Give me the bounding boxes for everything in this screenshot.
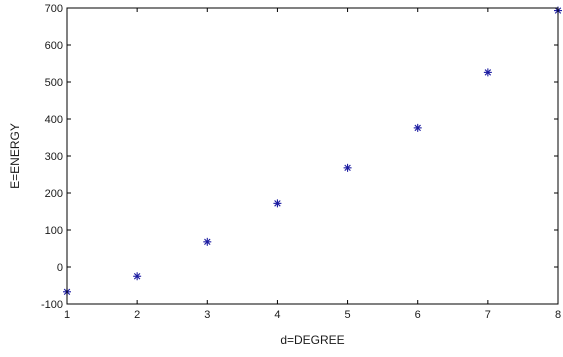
marker-stroke	[344, 164, 351, 172]
y-tick-label: 100	[45, 225, 63, 237]
y-tick-label: 500	[45, 77, 63, 89]
y-tick-label: 600	[45, 40, 63, 52]
x-tick-label: 5	[345, 309, 351, 321]
x-tick-label: 8	[555, 309, 561, 321]
marker-stroke	[133, 273, 141, 280]
marker-stroke	[414, 124, 421, 132]
tick-labels: 1 2 3 4 5 6 7 8 -100 0 100 200 300 400 500 600 700	[41, 3, 561, 321]
x-axis-label: d=DEGREE	[280, 333, 344, 347]
marker-stroke	[274, 200, 281, 207]
y-tick-label: 400	[45, 114, 63, 126]
x-tick-label: 6	[415, 309, 421, 321]
y-tick-label: 700	[45, 3, 63, 15]
data-point	[483, 68, 492, 77]
data-point	[343, 163, 352, 172]
data-points	[63, 6, 562, 296]
data-point	[273, 199, 282, 208]
data-point	[203, 237, 212, 246]
x-tick-label: 4	[274, 309, 280, 321]
y-tick-label: 300	[45, 151, 63, 163]
x-tick-label: 2	[134, 309, 140, 321]
y-axis-label: E=ENERGY	[8, 123, 22, 189]
x-tick-label: 3	[204, 309, 210, 321]
data-point	[133, 272, 142, 281]
y-tick-label: 200	[45, 188, 63, 200]
x-tick-label: 7	[485, 309, 491, 321]
axis-ticks	[66, 7, 559, 305]
y-tick-label: -100	[41, 299, 63, 311]
marker-stroke	[204, 238, 211, 246]
x-tick-label: 1	[64, 309, 70, 321]
plot-frame	[66, 7, 559, 305]
y-tick-label: 0	[57, 262, 63, 274]
marker-stroke	[484, 69, 492, 76]
data-point	[413, 123, 422, 132]
